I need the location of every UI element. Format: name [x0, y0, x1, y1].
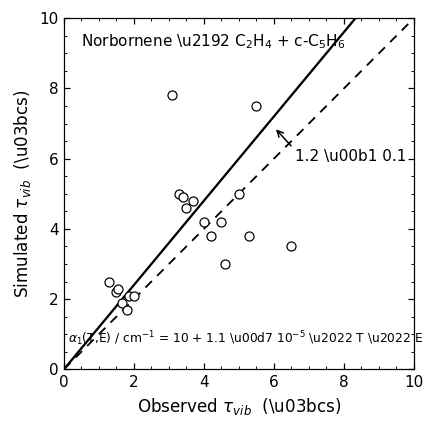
Point	[113, 289, 120, 296]
Point	[176, 190, 183, 197]
Point	[169, 92, 176, 99]
Point	[221, 260, 228, 267]
Point	[123, 306, 130, 313]
Point	[106, 278, 113, 285]
X-axis label: Observed $\tau_{vib}$  (\u03bcs): Observed $\tau_{vib}$ (\u03bcs)	[137, 396, 341, 417]
Point	[190, 197, 197, 204]
Y-axis label: Simulated $\tau_{vib}$  (\u03bcs): Simulated $\tau_{vib}$ (\u03bcs)	[12, 90, 33, 298]
Point	[200, 218, 207, 225]
Text: 1.2 \u00b1 0.1: 1.2 \u00b1 0.1	[295, 149, 406, 164]
Point	[118, 299, 125, 306]
Point	[115, 285, 122, 292]
Point	[288, 243, 295, 250]
Text: Norbornene \u2192 C$_2$H$_4$ + c-C$_5$H$_6$: Norbornene \u2192 C$_2$H$_4$ + c-C$_5$H$…	[81, 32, 346, 51]
Point	[207, 233, 214, 239]
Text: $\alpha_1$(T,E) / cm$^{-1}$ = 10 + 1.1 \u00d7 10$^{-5}$ \u2022 T \u2022 E: $\alpha_1$(T,E) / cm$^{-1}$ = 10 + 1.1 \…	[68, 329, 423, 348]
Point	[180, 194, 187, 201]
Point	[218, 218, 225, 225]
Point	[130, 292, 137, 299]
Point	[183, 204, 190, 211]
Point	[125, 292, 132, 299]
Point	[253, 103, 260, 109]
Point	[246, 233, 253, 239]
Point	[235, 190, 242, 197]
